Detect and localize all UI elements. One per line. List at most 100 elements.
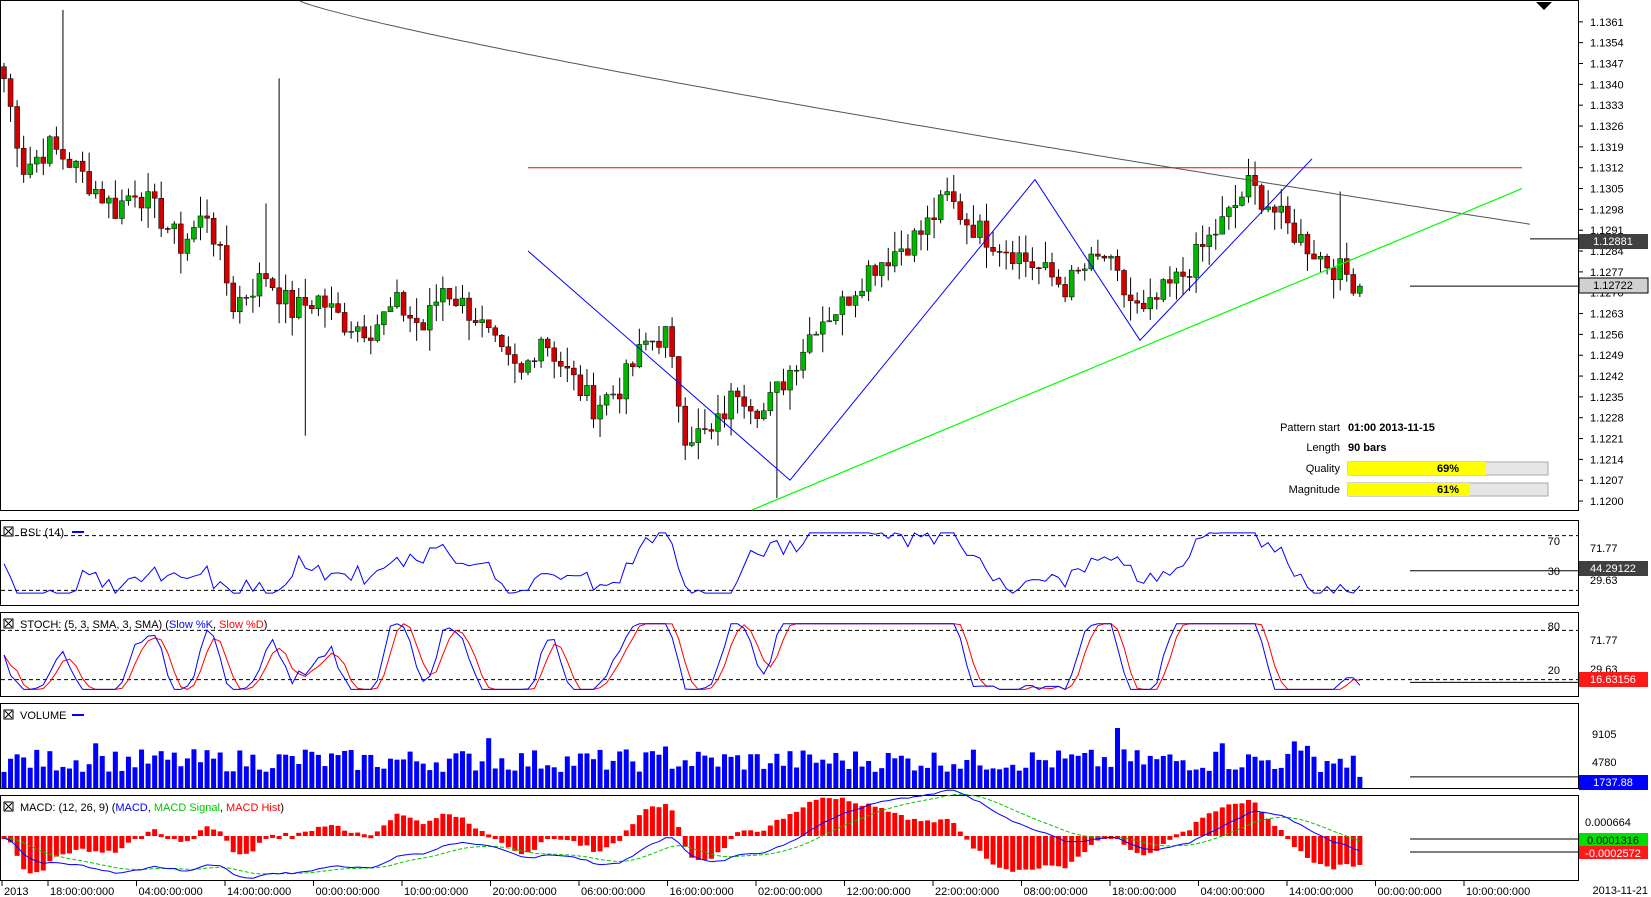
price-tick-label: 1.1207	[1590, 475, 1624, 487]
candle-body	[1173, 271, 1180, 284]
volume-bar	[911, 770, 917, 788]
candle-body	[859, 290, 865, 296]
macd-hist-bar	[813, 799, 819, 836]
candle-body	[178, 223, 184, 254]
macd-hist-bar	[1252, 802, 1258, 836]
candle-body	[309, 305, 315, 309]
macd-hist-bar	[492, 836, 498, 839]
candle-body	[833, 314, 839, 322]
volume-bar	[669, 768, 675, 788]
candle-body	[368, 337, 374, 341]
volume-bar	[1285, 753, 1291, 788]
candle-body	[453, 298, 459, 306]
volume-bar	[577, 753, 583, 788]
macd-hist-bar	[505, 836, 511, 847]
volume-bar	[1036, 759, 1042, 788]
candle-body	[1127, 294, 1134, 301]
price-tick-label: 1.1333	[1590, 100, 1624, 112]
candle-body	[983, 220, 990, 248]
macd-hist-bar	[970, 836, 976, 849]
candle-body	[427, 305, 433, 331]
macd-hist-bar	[872, 806, 878, 836]
candle-body	[1, 66, 7, 79]
candle-body	[472, 320, 479, 323]
volume-bar	[440, 771, 446, 788]
candle-body	[636, 344, 643, 368]
volume-value-box	[1579, 775, 1648, 790]
stoch-k-line	[3, 623, 1361, 691]
candle-body	[1121, 270, 1127, 296]
candle-body	[806, 334, 813, 353]
macd-hist-bar	[702, 836, 708, 860]
price-tick-label: 1.1256	[1590, 329, 1624, 341]
macd-hist-bar	[636, 815, 642, 836]
candle-body	[564, 366, 571, 369]
support-trendline	[751, 187, 1523, 511]
candle-body	[1088, 253, 1095, 270]
candle-body	[499, 334, 505, 348]
volume-bar	[1187, 770, 1193, 788]
macd-hist-bar	[957, 831, 963, 836]
macd-hist-bar	[964, 836, 970, 840]
volume-bar	[198, 762, 203, 788]
volume-bar	[715, 766, 721, 788]
macd-hist-bar	[695, 836, 701, 860]
volume-bar	[1101, 757, 1107, 788]
volume-bar	[643, 752, 649, 788]
candle-body	[413, 317, 420, 323]
pattern-start-label: Pattern start	[1280, 422, 1340, 434]
candle-body	[754, 410, 760, 419]
candle-body	[361, 326, 367, 339]
macd-hist-bar	[47, 836, 53, 862]
macd-hist-bar	[1193, 821, 1199, 836]
macd-hist-bar	[1337, 836, 1343, 865]
macd-hist-bar	[689, 836, 695, 858]
candle-body	[826, 320, 833, 323]
time-tick-label: 18:00:00:000	[1112, 886, 1176, 897]
volume-bar	[407, 751, 413, 788]
volume-bar	[1331, 763, 1337, 788]
macd-hist-bar	[230, 836, 236, 853]
macd-hist-bar	[1298, 836, 1304, 852]
volume-bar	[931, 752, 937, 788]
quality-bar-fill	[1348, 462, 1486, 475]
candle-body	[237, 297, 243, 313]
volume-close-x	[4, 710, 13, 719]
volume-bar	[112, 751, 118, 788]
stoch-value: 16.63156	[1590, 674, 1636, 686]
candle-body	[263, 273, 269, 280]
dropdown-arrow-icon[interactable]	[1536, 2, 1552, 10]
candle-body	[14, 106, 20, 149]
candle-body	[656, 340, 662, 348]
candle-body	[1245, 175, 1252, 198]
macd-hist-bar	[577, 836, 583, 846]
candle-body	[204, 215, 210, 219]
time-tick-label: 00:00:00:000	[316, 886, 380, 897]
volume-bar	[1042, 760, 1048, 788]
macd-hist-bar	[224, 836, 230, 841]
candle-body	[571, 367, 577, 376]
volume-bar	[1010, 764, 1016, 788]
macd-hist-bar	[715, 836, 721, 853]
rsi-line	[3, 532, 1361, 594]
time-tick-label: 06:00:00:000	[581, 886, 645, 897]
candle-body	[138, 196, 145, 209]
candle-body	[1095, 253, 1101, 257]
volume-bar	[34, 749, 40, 788]
volume-bar	[807, 754, 813, 788]
time-tick-label: 16:00:00:000	[670, 886, 734, 897]
volume-bar	[1311, 756, 1317, 788]
stoch-level-20: 20	[1548, 665, 1560, 677]
volume-bar	[839, 760, 845, 788]
volume-bar	[152, 755, 158, 788]
volume-bar	[780, 765, 786, 788]
candle-body	[407, 315, 413, 319]
candle-body	[839, 296, 846, 315]
volume-bar	[230, 771, 236, 788]
stoch-title-text: STOCH: (5, 3, SMA, 3, SMA) (Slow %K, Slo…	[20, 619, 267, 631]
macd-hist-bar	[1056, 836, 1062, 867]
macd-hist-bar	[1036, 836, 1042, 869]
volume-bar	[296, 763, 302, 788]
volume-bar	[243, 766, 249, 788]
volume-bar	[302, 749, 308, 788]
